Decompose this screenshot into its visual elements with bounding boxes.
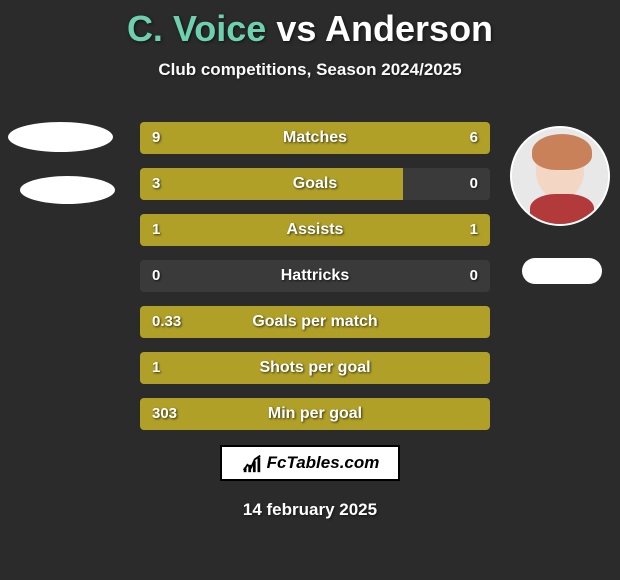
- avatar-left-shape1: [8, 122, 113, 152]
- stat-row: Hattricks0 0: [140, 260, 490, 292]
- bar-label: Shots per goal: [140, 352, 490, 384]
- stat-row: Goals per match0.33: [140, 306, 490, 338]
- bar-label: Matches: [140, 122, 490, 154]
- player-face-icon: [512, 128, 608, 224]
- chart-icon: [241, 452, 263, 474]
- fctables-logo[interactable]: FcTables.com: [220, 445, 400, 481]
- bar-value-left: 1: [152, 214, 160, 246]
- bar-value-left: 0: [152, 260, 160, 292]
- subtitle: Club competitions, Season 2024/2025: [0, 60, 620, 80]
- date-label: 14 february 2025: [0, 500, 620, 520]
- bar-value-left: 3: [152, 168, 160, 200]
- bar-value-left: 303: [152, 398, 177, 430]
- stat-row: Min per goal303: [140, 398, 490, 430]
- bar-label: Hattricks: [140, 260, 490, 292]
- bar-value-left: 9: [152, 122, 160, 154]
- bar-label: Min per goal: [140, 398, 490, 430]
- bar-label: Goals: [140, 168, 490, 200]
- bar-value-left: 1: [152, 352, 160, 384]
- stat-row: Matches9 6: [140, 122, 490, 154]
- avatar-left-shape2: [20, 176, 115, 204]
- bar-value-right: 6: [470, 122, 478, 154]
- logo-text: FcTables.com: [267, 453, 380, 473]
- title-left: C. Voice vs Anderson: [127, 8, 493, 49]
- bar-value-right: 0: [470, 260, 478, 292]
- bar-label: Assists: [140, 214, 490, 246]
- flag-right: [522, 258, 602, 284]
- bar-value-left: 0.33: [152, 306, 181, 338]
- stats-bars: Matches96Goals30Assists11Hattricks00Goal…: [140, 122, 490, 444]
- stat-row: Goals3 0: [140, 168, 490, 200]
- stat-row: Assists1 1: [140, 214, 490, 246]
- bar-value-right: 1: [470, 214, 478, 246]
- page-title: C. Voice vs Anderson: [0, 0, 620, 50]
- bar-value-right: 0: [470, 168, 478, 200]
- avatar-right: [510, 126, 610, 226]
- stat-row: Shots per goal1: [140, 352, 490, 384]
- bar-label: Goals per match: [140, 306, 490, 338]
